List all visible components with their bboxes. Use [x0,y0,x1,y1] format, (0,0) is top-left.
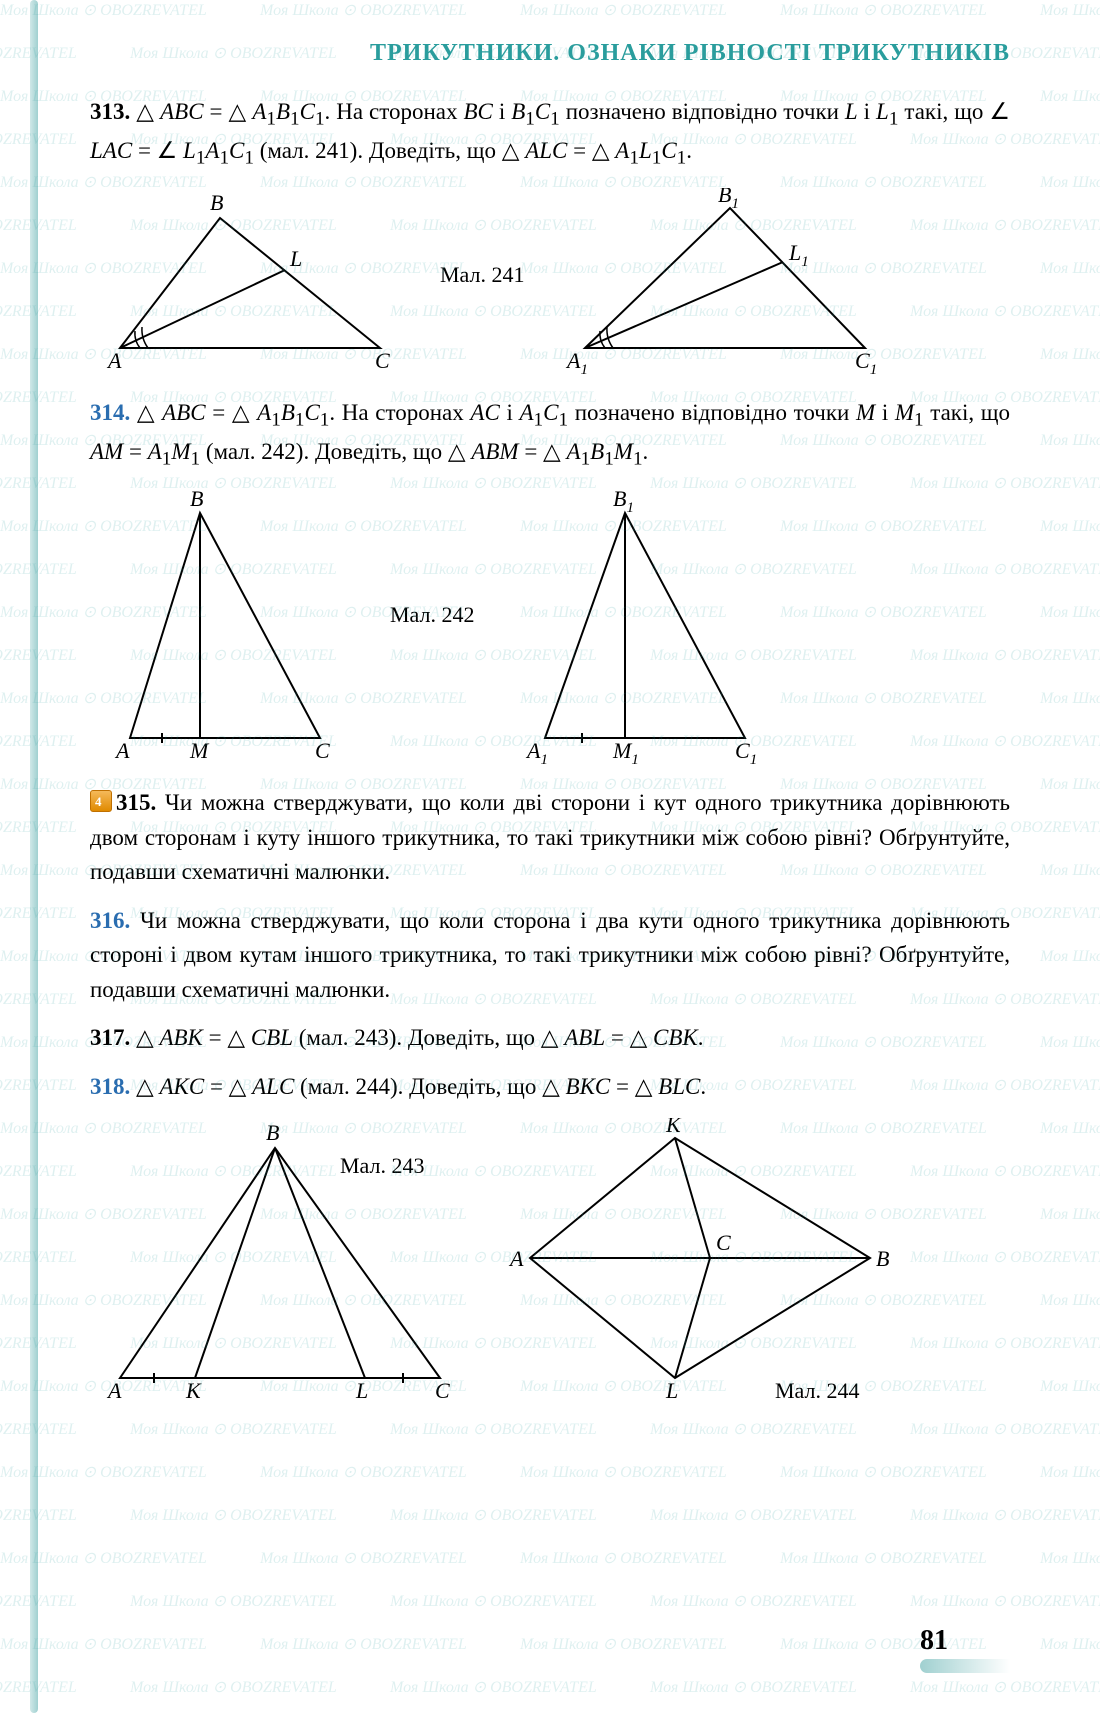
svg-text:C: C [716,1230,731,1255]
figure-242-row: A B C M Мал. 242 A1 B1 C1 M1 [90,488,1010,768]
svg-text:L: L [289,246,302,271]
svg-text:B: B [190,488,203,511]
problem-315: 315. Чи можна стверджувати, що коли дві … [90,786,1010,890]
problem-number: 317. [90,1025,130,1050]
problem-number: 318. [90,1074,130,1099]
problem-number: 315. [116,790,156,815]
problem-number: 316. [90,908,130,933]
figure-244: A K B L C Мал. 244 [500,1118,930,1408]
figure-242-right: A1 B1 C1 M1 [505,488,785,768]
svg-text:C: C [315,738,330,763]
problem-314: 314. △ ABC = △ A1B1C1. На сторонах AC і … [90,396,1010,475]
chapter-title: ТРИКУТНИКИ. ОЗНАКИ РІВНОСТІ ТРИКУТНИКІВ [90,40,1010,67]
svg-text:B1: B1 [613,488,634,516]
svg-text:Мал. 244: Мал. 244 [775,1378,860,1403]
svg-text:B: B [266,1120,279,1145]
svg-text:A1: A1 [565,348,588,378]
svg-text:C: C [375,348,390,373]
svg-text:A: A [114,738,130,763]
problem-text: △ ABK = △ CBL (мал. 243). Доведіть, що △… [136,1025,704,1050]
problem-number: 313. [90,99,130,124]
problem-317: 317. △ ABK = △ CBL (мал. 243). Доведіть,… [90,1021,1010,1056]
page-number: 81 [920,1625,1010,1673]
svg-text:L1: L1 [788,240,809,270]
textbook-page: Моя Школа ⊙ OBOZREVATELМоя Школа ⊙ OBOZR… [0,0,1100,1713]
problem-number: 314. [90,400,130,425]
difficulty-icon [90,790,112,812]
svg-text:M1: M1 [612,738,639,768]
svg-text:B: B [876,1246,889,1271]
figure-242-left: A B C M [90,488,360,768]
problem-text: △ AKC = △ ALC (мал. 244). Доведіть, що △… [136,1074,706,1099]
problem-313: 313. △ ABC = △ A1B1C1. На сторонах BC і … [90,95,1010,174]
problem-text: △ ABC = △ A1B1C1. На сторонах BC і B1C1 … [90,99,1010,163]
svg-text:K: K [185,1378,202,1403]
svg-text:L: L [355,1378,368,1403]
figure-241-right: A1 B1 C1 L1 [555,188,895,378]
figure-243-244-row: A B C K L Мал. 243 A K B L C Мал. 244 [90,1118,1010,1408]
svg-text:A1: A1 [525,738,548,768]
svg-text:K: K [665,1118,682,1137]
svg-text:C1: C1 [855,348,877,378]
problem-316: 316. Чи можна стверджувати, що коли стор… [90,904,1010,1008]
svg-text:A: A [106,1378,122,1403]
svg-text:C: C [435,1378,450,1403]
problem-318: 318. △ AKC = △ ALC (мал. 244). Доведіть,… [90,1070,1010,1105]
figure-241-row: A B C L Мал. 241 A1 B1 C1 L1 [90,188,1010,378]
svg-text:C1: C1 [735,738,757,768]
figure-242-label: Мал. 242 [390,602,475,768]
figure-241-label: Мал. 241 [440,262,525,378]
svg-text:A: A [508,1246,524,1271]
svg-text:L: L [665,1378,678,1403]
problem-text: △ ABC = △ A1B1C1. На сторонах AC і A1C1 … [90,400,1010,464]
svg-text:Мал. 243: Мал. 243 [340,1153,425,1178]
figure-243: A B C K L Мал. 243 [90,1118,470,1408]
svg-text:M: M [189,738,210,763]
svg-text:B: B [210,190,223,215]
figure-241-left: A B C L [90,188,410,378]
problem-text: Чи можна стверджувати, що коли сторона і… [90,908,1010,1002]
problem-text: Чи можна стверджувати, що коли дві сторо… [90,790,1010,884]
svg-text:A: A [106,348,122,373]
